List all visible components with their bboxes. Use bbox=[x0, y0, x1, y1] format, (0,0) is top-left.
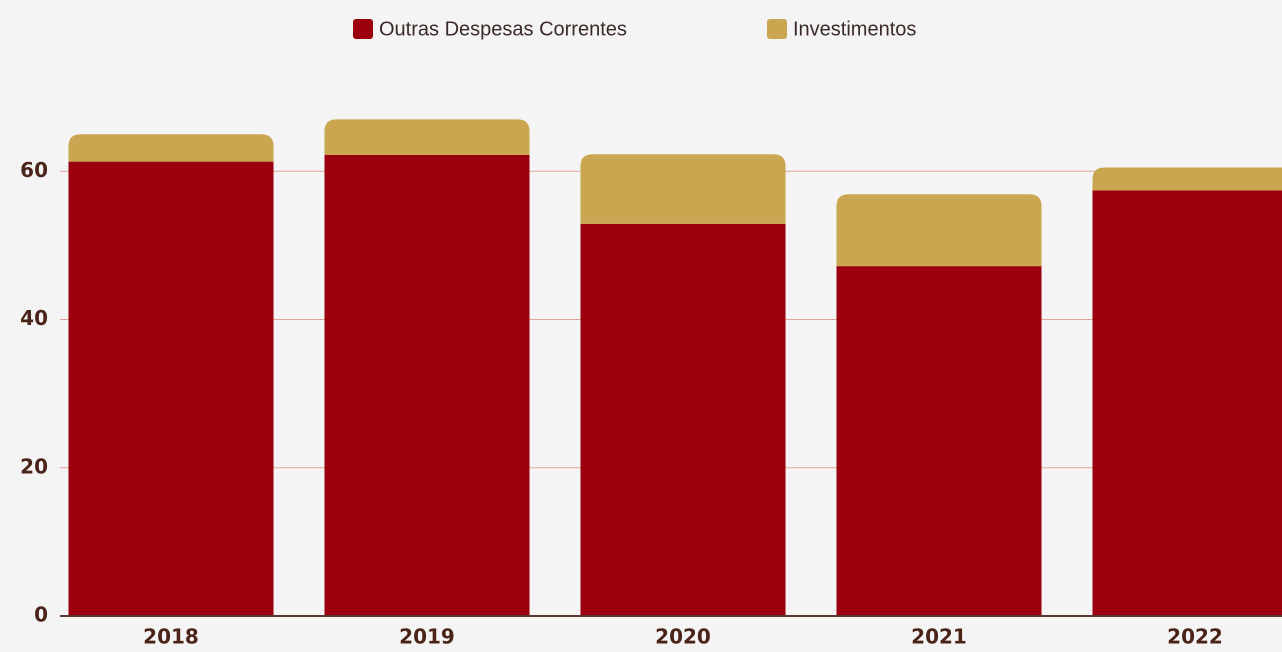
legend-swatch bbox=[353, 19, 373, 39]
x-tick-label: 2019 bbox=[399, 625, 455, 649]
bar-segment bbox=[68, 134, 274, 162]
bar-segment bbox=[836, 266, 1042, 616]
bar-segment bbox=[580, 154, 786, 224]
bar-segment bbox=[1092, 167, 1282, 191]
bar-segment bbox=[836, 194, 1042, 267]
legend-label: Outras Despesas Correntes bbox=[379, 18, 627, 40]
x-tick-label: 2021 bbox=[911, 625, 967, 649]
x-tick-label: 2022 bbox=[1167, 625, 1223, 649]
y-tick-label: 0 bbox=[34, 603, 48, 627]
legend-swatch bbox=[767, 19, 787, 39]
bar-segment bbox=[580, 223, 786, 616]
bar-segment bbox=[1092, 190, 1282, 616]
legend-label: Investimentos bbox=[793, 18, 916, 40]
x-tick-label: 2020 bbox=[655, 625, 711, 649]
bar-segment bbox=[324, 154, 530, 616]
y-tick-label: 60 bbox=[20, 158, 48, 182]
x-tick-label: 2018 bbox=[143, 625, 199, 649]
y-tick-label: 20 bbox=[20, 454, 48, 478]
bar-segment bbox=[68, 161, 274, 616]
y-tick-label: 40 bbox=[20, 306, 48, 330]
bar-segment bbox=[324, 119, 530, 155]
